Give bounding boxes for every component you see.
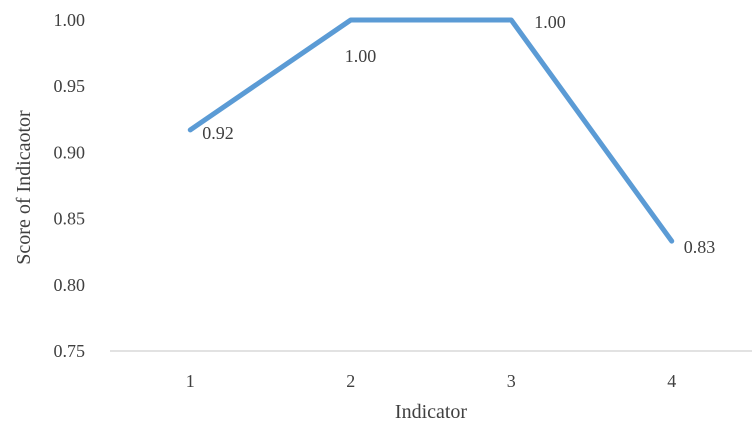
y-tick-labels: 0.75 0.80 0.85 0.90 0.95 1.00	[54, 10, 86, 361]
y-tick-label: 0.90	[54, 142, 86, 162]
y-tick-label: 0.85	[54, 209, 86, 229]
y-tick-label: 0.95	[54, 76, 86, 96]
x-tick-labels: 1 2 3 4	[186, 371, 677, 391]
y-tick-label: 0.75	[54, 341, 86, 361]
y-axis-title: Score of Indicaotor	[13, 110, 35, 265]
x-axis-title: Indicator	[395, 401, 468, 423]
y-tick-label: 0.80	[54, 275, 86, 295]
x-tick-label: 4	[667, 371, 676, 391]
series-line	[187, 17, 675, 244]
data-label: 1.00	[534, 12, 566, 32]
x-tick-label: 3	[507, 371, 516, 391]
data-label: 0.83	[684, 237, 716, 257]
y-tick-label: 1.00	[54, 10, 86, 30]
data-label: 0.92	[202, 123, 234, 143]
data-label: 1.00	[345, 46, 377, 66]
x-tick-label: 1	[186, 371, 195, 391]
x-tick-label: 2	[346, 371, 355, 391]
data-labels: 0.92 1.00 1.00 0.83	[202, 12, 715, 257]
